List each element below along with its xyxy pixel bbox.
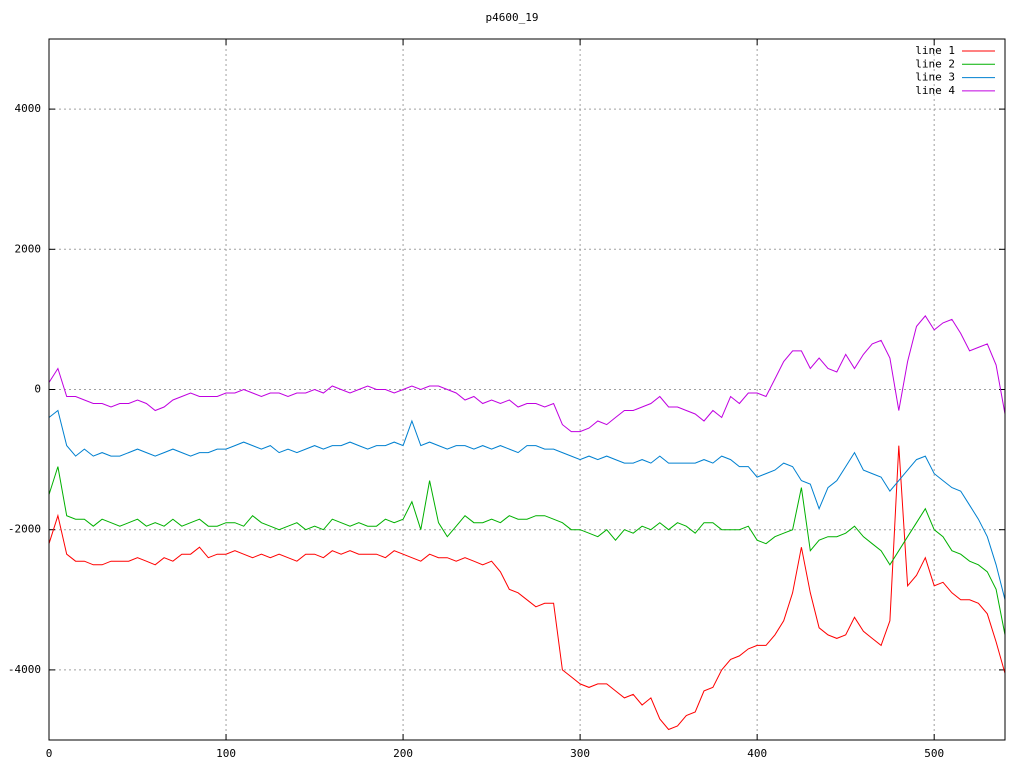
x-tick-label: 0	[46, 747, 53, 760]
series-line	[48, 315, 1006, 433]
x-tick-label: 200	[393, 747, 413, 760]
legend-label: line 4	[915, 84, 955, 97]
chart-title: p4600_19	[486, 11, 539, 24]
legend-label: line 2	[915, 57, 955, 70]
y-tick-label: 2000	[15, 242, 42, 255]
y-tick-label: -2000	[8, 523, 41, 536]
y-tick-label: -4000	[8, 663, 41, 676]
legend-label: line 3	[915, 71, 955, 84]
x-tick-label: 400	[747, 747, 767, 760]
y-tick-label: 4000	[15, 102, 42, 115]
y-tick-label: 0	[34, 383, 41, 396]
series-line	[48, 445, 1006, 731]
legend-label: line 1	[915, 44, 955, 57]
x-tick-label: 300	[570, 747, 590, 760]
x-tick-label: 100	[216, 747, 236, 760]
series-line	[48, 409, 1006, 600]
x-tick-label: 500	[924, 747, 944, 760]
series-line	[48, 466, 1006, 635]
plot-border	[48, 38, 1006, 741]
